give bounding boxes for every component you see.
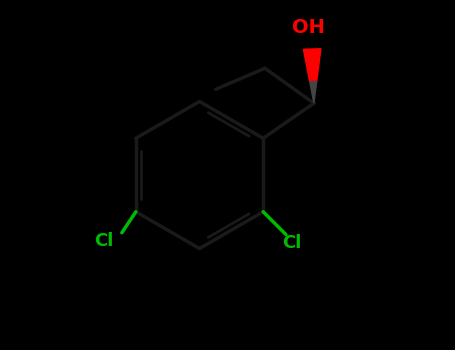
- Text: Cl: Cl: [283, 234, 302, 252]
- Text: OH: OH: [292, 18, 325, 37]
- Polygon shape: [310, 82, 317, 103]
- Text: Cl: Cl: [94, 232, 113, 251]
- Polygon shape: [303, 49, 321, 82]
